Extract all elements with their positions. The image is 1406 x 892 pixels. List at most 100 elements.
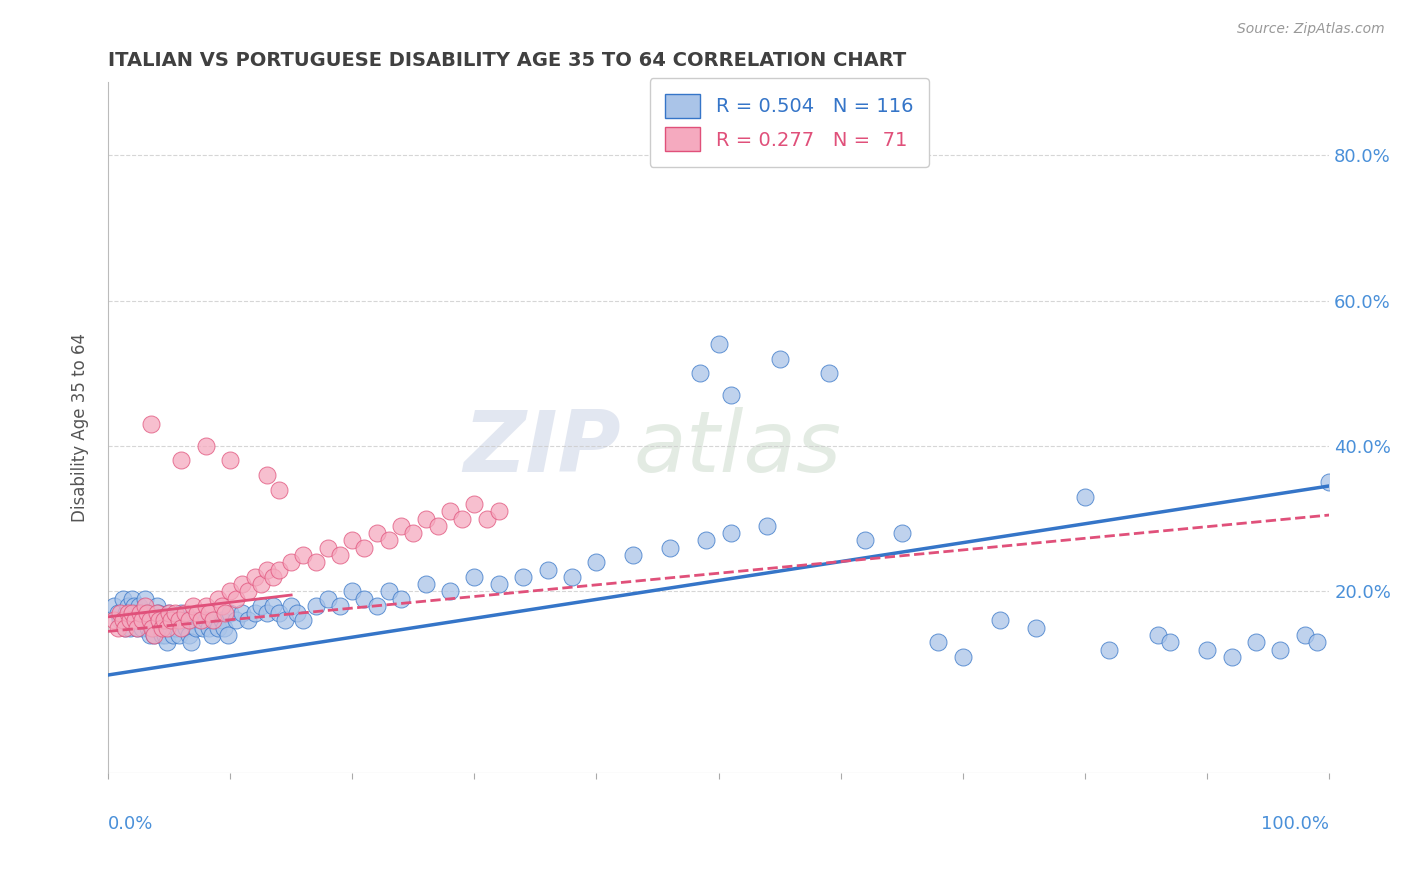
Point: [167, 628, 190, 642]
Point: [118, 614, 141, 628]
Point: [153, 614, 176, 628]
Point: [138, 628, 160, 642]
Text: atlas: atlas: [633, 407, 841, 490]
Point: [128, 599, 150, 613]
Point: [139, 606, 162, 620]
Point: [219, 453, 242, 467]
Point: [1074, 490, 1097, 504]
Point: [118, 621, 141, 635]
Point: [285, 606, 308, 620]
Point: [141, 621, 163, 635]
Point: [194, 439, 217, 453]
Point: [174, 606, 197, 620]
Point: [488, 504, 510, 518]
Point: [180, 635, 202, 649]
Point: [329, 548, 352, 562]
Point: [439, 584, 461, 599]
Point: [183, 599, 205, 613]
Point: [146, 606, 169, 620]
Point: [389, 591, 412, 606]
Point: [262, 570, 284, 584]
Point: [1197, 642, 1219, 657]
Point: [115, 606, 138, 620]
Point: [138, 614, 160, 628]
Point: [1025, 621, 1047, 635]
Point: [353, 591, 375, 606]
Point: [720, 526, 742, 541]
Text: ITALIAN VS PORTUGUESE DISABILITY AGE 35 TO 64 CORRELATION CHART: ITALIAN VS PORTUGUESE DISABILITY AGE 35 …: [108, 51, 907, 70]
Point: [1317, 475, 1340, 490]
Point: [561, 570, 583, 584]
Point: [124, 614, 146, 628]
Point: [366, 526, 388, 541]
Point: [125, 614, 148, 628]
Point: [1306, 635, 1329, 649]
Point: [170, 621, 193, 635]
Point: [165, 614, 187, 628]
Point: [231, 606, 253, 620]
Point: [114, 621, 136, 635]
Point: [415, 511, 437, 525]
Point: [156, 635, 179, 649]
Point: [170, 453, 193, 467]
Point: [107, 621, 129, 635]
Point: [585, 555, 607, 569]
Point: [141, 614, 163, 628]
Point: [426, 519, 449, 533]
Point: [219, 606, 242, 620]
Point: [134, 599, 156, 613]
Point: [488, 577, 510, 591]
Point: [198, 606, 221, 620]
Point: [304, 599, 326, 613]
Point: [225, 614, 247, 628]
Point: [342, 584, 364, 599]
Point: [512, 570, 534, 584]
Point: [243, 606, 266, 620]
Point: [207, 621, 229, 635]
Point: [243, 570, 266, 584]
Point: [1098, 642, 1121, 657]
Point: [201, 628, 224, 642]
Point: [143, 628, 166, 642]
Point: [148, 614, 170, 628]
Point: [689, 366, 711, 380]
Point: [122, 599, 145, 613]
Point: [1244, 635, 1267, 649]
Point: [131, 621, 153, 635]
Point: [170, 606, 193, 620]
Text: 0.0%: 0.0%: [108, 814, 153, 832]
Point: [194, 599, 217, 613]
Point: [1220, 649, 1243, 664]
Point: [136, 614, 159, 628]
Point: [173, 614, 195, 628]
Point: [267, 483, 290, 497]
Point: [621, 548, 644, 562]
Point: [1270, 642, 1292, 657]
Point: [165, 621, 187, 635]
Point: [695, 533, 717, 548]
Point: [927, 635, 949, 649]
Point: [316, 591, 339, 606]
Point: [1294, 628, 1316, 642]
Point: [214, 606, 236, 620]
Point: [128, 606, 150, 620]
Point: [146, 606, 169, 620]
Point: [378, 533, 401, 548]
Point: [211, 614, 233, 628]
Point: [756, 519, 779, 533]
Point: [188, 614, 211, 628]
Point: [353, 541, 375, 555]
Point: [111, 614, 134, 628]
Point: [118, 614, 141, 628]
Point: [267, 606, 290, 620]
Point: [262, 599, 284, 613]
Point: [231, 577, 253, 591]
Point: [817, 366, 839, 380]
Point: [890, 526, 912, 541]
Point: [769, 351, 792, 366]
Point: [280, 599, 302, 613]
Point: [165, 606, 187, 620]
Point: [143, 628, 166, 642]
Point: [114, 621, 136, 635]
Point: [153, 621, 176, 635]
